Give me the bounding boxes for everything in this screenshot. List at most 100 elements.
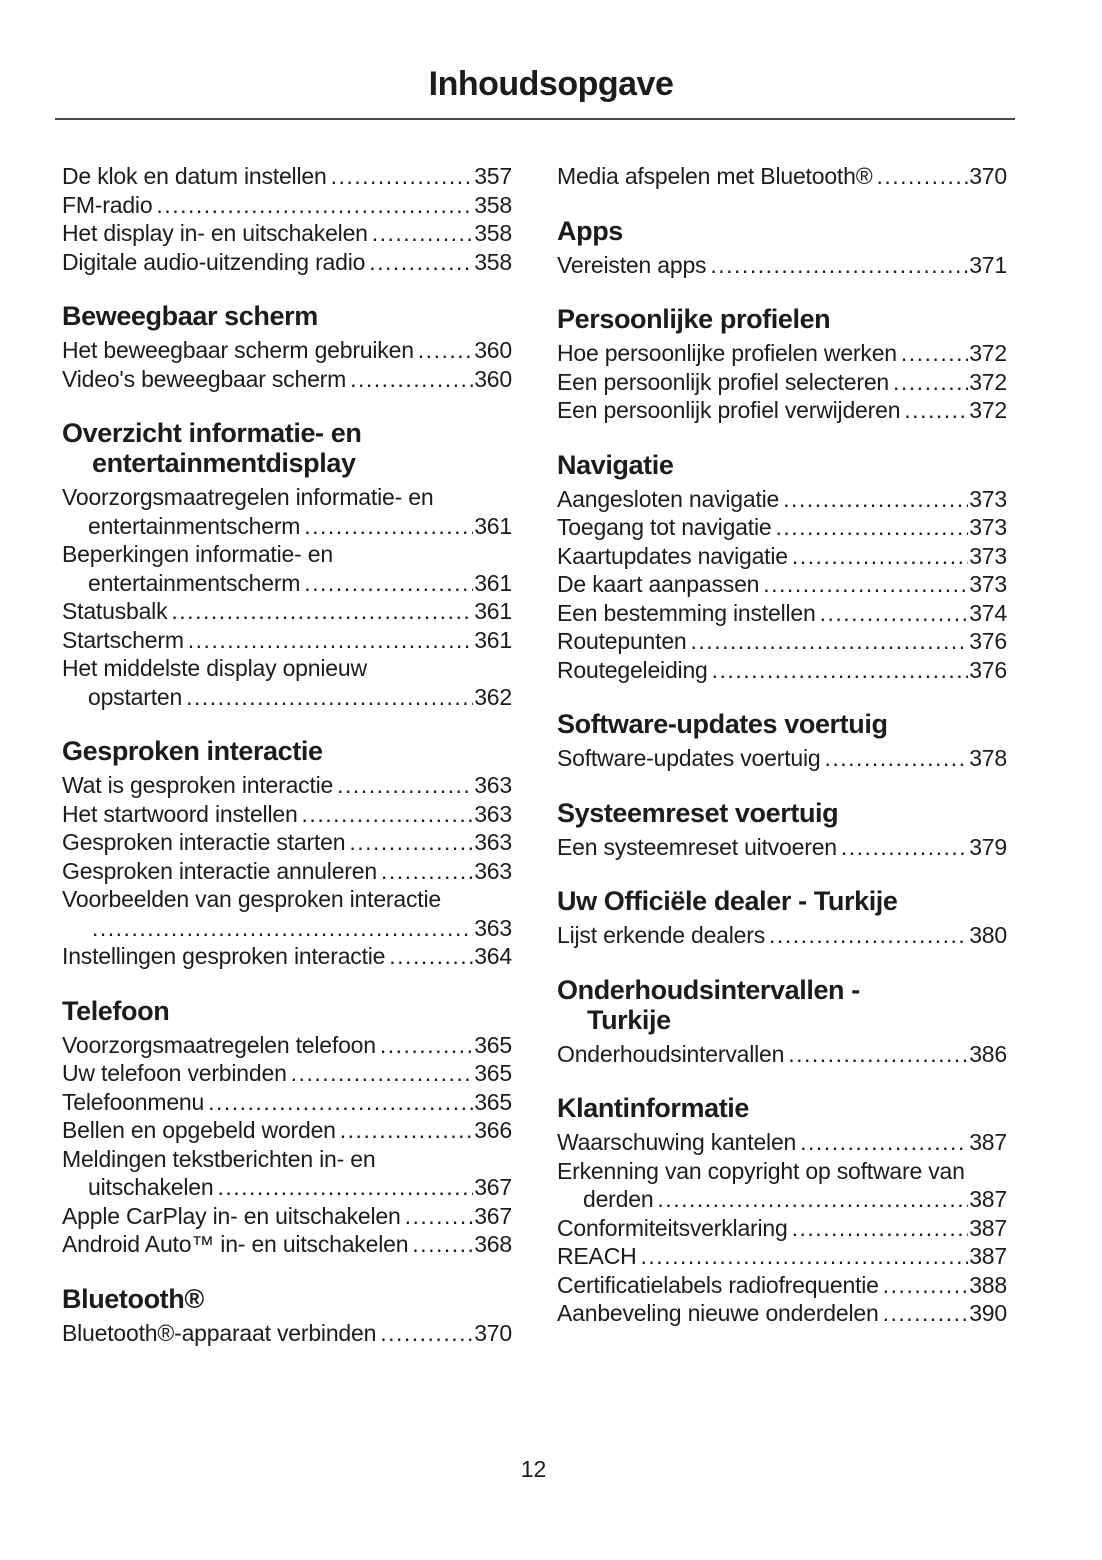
toc-entry-label: Het startwoord instellen bbox=[62, 800, 298, 827]
toc-section: Telefoon Voorzorgsmaatregelen telefoon 365… bbox=[62, 996, 512, 1259]
toc-entry-page: 372 bbox=[969, 368, 1007, 395]
section-heading: Klantinformatie bbox=[557, 1093, 1007, 1123]
dot-leader bbox=[763, 570, 968, 599]
toc-entry: Een persoonlijk profiel selecteren 372 bbox=[557, 368, 1007, 397]
toc-entry: Een persoonlijk profiel verwijderen 372 bbox=[557, 396, 1007, 425]
toc-entry-page: 378 bbox=[969, 745, 1007, 771]
toc-entry-page: 366 bbox=[474, 1117, 512, 1143]
toc-entry: Startscherm 361 bbox=[62, 626, 512, 655]
toc-column: Media afspelen met Bluetooth® 370 Apps Vere… bbox=[557, 162, 1007, 1347]
section-heading-line: Onderhoudsintervallen - bbox=[557, 974, 860, 1005]
toc-entry-page: 376 bbox=[969, 656, 1007, 683]
dot-leader bbox=[883, 1299, 969, 1328]
toc-entry-page: 387 bbox=[969, 1214, 1007, 1241]
toc-entry-label: Waarschuwing kantelen bbox=[557, 1129, 797, 1155]
dot-leader bbox=[883, 1271, 968, 1300]
toc-entry-label: De klok en datum instellen bbox=[62, 163, 327, 189]
toc-entry-page: 363 bbox=[474, 772, 512, 798]
dot-leader bbox=[369, 248, 473, 277]
dot-leader bbox=[841, 833, 968, 862]
toc-entry-page: 364 bbox=[474, 943, 512, 969]
toc-entry: Het startwoord instellen 363 bbox=[62, 800, 512, 829]
toc-entry-page: 367 bbox=[474, 1202, 512, 1229]
section-heading-line: Navigatie bbox=[557, 449, 674, 480]
toc-entry-label: Het beweegbaar scherm gebruiken bbox=[62, 337, 414, 363]
toc-entry: Waarschuwing kantelen 387 bbox=[557, 1128, 1007, 1157]
toc-entry: Video's beweegbaar scherm 360 bbox=[62, 365, 512, 394]
dot-leader bbox=[904, 396, 968, 425]
toc-entry-label: Beperkingen informatie- en bbox=[62, 540, 512, 569]
toc-entry-label-line2: entertainmentscherm bbox=[88, 512, 301, 539]
toc-entry-page: 358 bbox=[474, 220, 512, 246]
section-heading-line: Uw Officiële dealer - Turkije bbox=[557, 886, 898, 916]
section-heading: Onderhoudsintervallen - Turkije bbox=[557, 975, 1007, 1035]
dot-leader bbox=[331, 162, 474, 191]
toc-entry-label: Kaartupdates navigatie bbox=[557, 542, 788, 569]
toc-entry-label: Erkenning van copyright op software van bbox=[557, 1157, 1007, 1186]
dot-leader bbox=[893, 368, 968, 397]
dot-leader bbox=[304, 569, 473, 598]
toc-entry-page: 357 bbox=[474, 163, 512, 189]
toc-entry-page: 368 bbox=[474, 1231, 512, 1257]
dot-leader bbox=[389, 942, 473, 971]
toc-entry-label-line1: Meldingen tekstberichten in- en bbox=[62, 1145, 376, 1172]
dot-leader bbox=[349, 828, 473, 857]
toc-entry-label: Software-updates voertuig bbox=[557, 745, 821, 771]
toc-entry-label: Apple CarPlay in- en uitschakelen bbox=[62, 1202, 401, 1229]
toc-entry-label: Een systeemreset uitvoeren bbox=[557, 833, 837, 860]
toc-entry: Meldingen tekstberichten in- en uitschake… bbox=[62, 1145, 512, 1202]
toc-entry-page: 370 bbox=[969, 163, 1007, 189]
toc-entry-page: 387 bbox=[969, 1129, 1007, 1155]
toc-entry-label: Bluetooth®-apparaat verbinden bbox=[62, 1319, 377, 1346]
toc-entry-label: Bellen en opgebeld worden bbox=[62, 1117, 336, 1143]
toc-entry-label: Media afspelen met Bluetooth® bbox=[557, 163, 873, 189]
toc-entry-label: Toegang tot navigatie bbox=[557, 514, 772, 540]
toc-entry: Telefoonmenu 365 bbox=[62, 1088, 512, 1117]
section-heading: Apps bbox=[557, 216, 1007, 246]
section-heading: Overzicht informatie- en entertainmentdis… bbox=[62, 418, 512, 478]
dot-leader bbox=[381, 857, 473, 886]
toc-entry: REACH 387 bbox=[557, 1242, 1007, 1271]
dot-leader bbox=[712, 656, 969, 685]
section-heading-line: Overzicht informatie- en bbox=[62, 418, 362, 448]
toc-section: Onderhoudsintervallen - Turkije Onderhouds… bbox=[557, 975, 1007, 1069]
toc-entry-page: 387 bbox=[969, 1243, 1007, 1269]
toc-entry: Toegang tot navigatie 373 bbox=[557, 513, 1007, 542]
toc-entry-page: 363 bbox=[474, 857, 512, 884]
section-heading: Bluetooth® bbox=[62, 1284, 512, 1314]
toc-entry: Android Auto™ in- en uitschakelen 368 bbox=[62, 1230, 512, 1259]
dot-leader bbox=[792, 1214, 969, 1243]
section-heading: Beweegbaar scherm bbox=[62, 301, 512, 331]
toc-entry-page: 387 bbox=[969, 1186, 1007, 1212]
toc-entry: Routepunten 376 bbox=[557, 627, 1007, 656]
toc-entry-page: 373 bbox=[969, 514, 1007, 540]
toc-entry: Media afspelen met Bluetooth® 370 bbox=[557, 162, 1007, 191]
toc-entry-label: Lijst erkende dealers bbox=[557, 922, 766, 948]
dot-leader bbox=[208, 1088, 473, 1117]
dot-leader bbox=[340, 1116, 473, 1145]
toc-entry: Statusbalk 361 bbox=[62, 597, 512, 626]
toc-entry: Onderhoudsintervallen 386 bbox=[557, 1040, 1007, 1069]
section-heading-line: Apps bbox=[557, 215, 623, 246]
toc-entry: De klok en datum instellen 357 bbox=[62, 162, 512, 191]
page-number: 12 bbox=[520, 1456, 547, 1482]
toc-entry: Certificatielabels radiofrequentie 388 bbox=[557, 1271, 1007, 1300]
toc-entry-label: De kaart aanpassen bbox=[557, 571, 760, 597]
toc-entry-label: Digitale audio-uitzending radio bbox=[62, 248, 366, 275]
toc-entry-label: Een bestemming instellen bbox=[557, 599, 816, 626]
section-heading-line: Persoonlijke profielen bbox=[557, 304, 831, 334]
toc-entry: Een systeemreset uitvoeren 379 bbox=[557, 833, 1007, 862]
section-heading: Uw Officiële dealer - Turkije bbox=[557, 886, 1007, 916]
toc-entry-page: 372 bbox=[969, 397, 1007, 423]
toc-entry-page: 362 bbox=[474, 683, 512, 710]
toc-section: Systeemreset voertuig Een systeemreset ui… bbox=[557, 798, 1007, 862]
toc-entry: Bluetooth®-apparaat verbinden 370 bbox=[62, 1319, 512, 1348]
toc-entry: Software-updates voertuig 378 bbox=[557, 744, 1007, 773]
section-heading-line: Telefoon bbox=[62, 995, 170, 1026]
toc-entry-label: REACH bbox=[557, 1243, 637, 1269]
toc-entry-label: Uw telefoon verbinden bbox=[62, 1060, 287, 1086]
section-heading: Gesproken interactie bbox=[62, 736, 512, 766]
dot-leader bbox=[691, 627, 969, 656]
